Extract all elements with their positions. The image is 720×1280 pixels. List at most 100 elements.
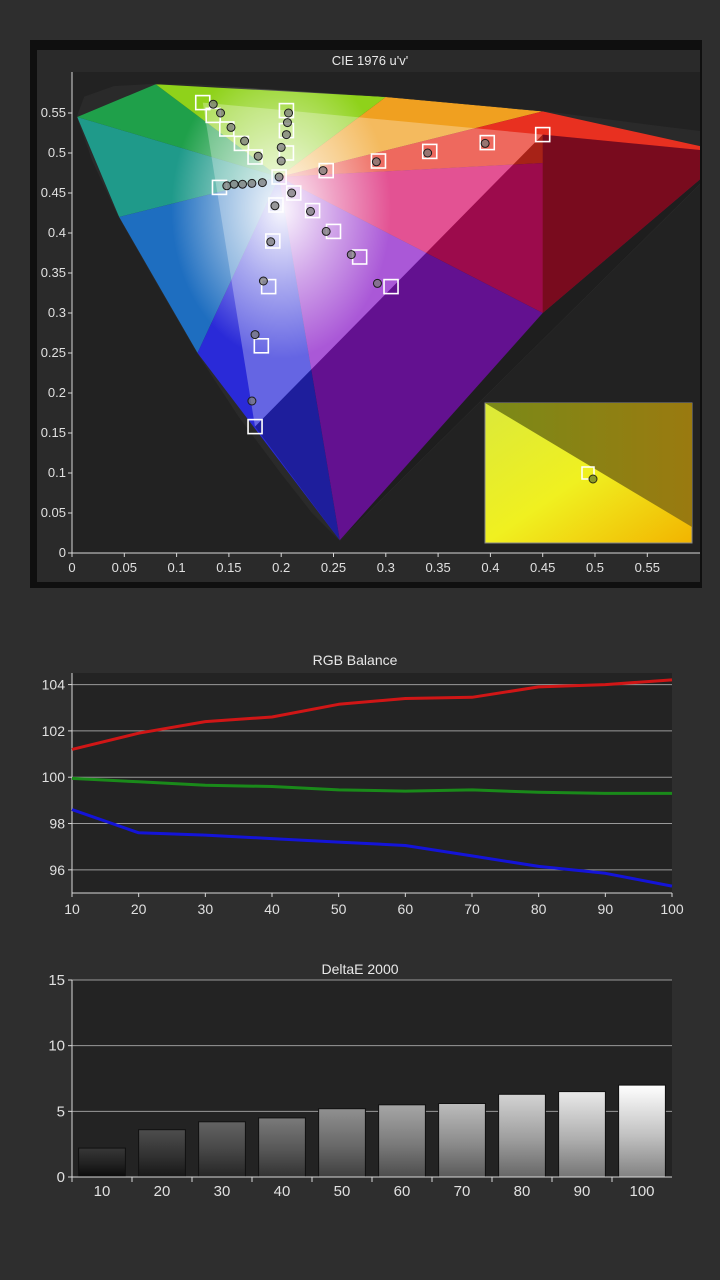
inset-measured-point <box>588 474 598 484</box>
rgb-y-tick-label: 104 <box>42 677 66 693</box>
cie-x-tick-label: 0.25 <box>321 560 346 575</box>
cie-target-square <box>247 418 263 435</box>
cie-y-tick-label: 0.1 <box>48 465 66 480</box>
rgb-x-tick-label: 70 <box>464 901 480 917</box>
cie-measured-point <box>480 138 490 148</box>
cie-x-tick-label: 0.4 <box>481 560 499 575</box>
cie-y-tick-label: 0.45 <box>41 185 66 200</box>
rgb-red-line <box>71 678 673 751</box>
cie-measured-point <box>253 151 263 161</box>
cie-measured-point <box>240 136 250 146</box>
cie-measured-point <box>222 181 232 191</box>
cie-measured-point <box>247 178 257 188</box>
cie-zoom-inset <box>484 402 693 544</box>
cie-x-tick-label: 0.2 <box>272 560 290 575</box>
cie-measured-point <box>274 172 284 182</box>
cie-measured-point <box>318 166 328 176</box>
deltae-bar <box>618 1084 666 1178</box>
deltae-y-tick-label: 0 <box>57 1169 65 1186</box>
gamut-fill-region <box>542 134 700 313</box>
cie-target-square <box>479 134 496 151</box>
cie-target-square <box>278 145 295 161</box>
rgb-green-line <box>71 776 672 795</box>
cie-gamut-layer <box>76 83 700 541</box>
cie-measured-point <box>282 118 292 128</box>
cie-measured-point <box>216 108 226 118</box>
cie-target-square <box>271 169 287 185</box>
rgb-y-tick-label: 96 <box>49 862 65 878</box>
cie-y-tick-label: 0.2 <box>48 385 66 400</box>
cie-measured-point <box>423 148 433 158</box>
deltae-bar <box>438 1103 486 1178</box>
cie-chart-title: CIE 1976 u'v' <box>332 53 409 68</box>
cie-chart: CIE 1976 u'v' 0 0.05 0.1 0.15 0.2 0.25 0.3 0.35… <box>30 40 702 588</box>
cie-measured-point <box>226 122 236 132</box>
cie-target-square <box>278 102 295 119</box>
cie-y-tick-label: 0.15 <box>41 425 66 440</box>
deltae-y-tick-label: 10 <box>48 1038 65 1055</box>
cie-measured-point <box>270 201 280 211</box>
cie-target-square <box>265 233 281 249</box>
cie-measured-point <box>276 142 286 152</box>
cie-target-square <box>285 185 302 201</box>
inset-upper-region <box>485 403 692 527</box>
deltae-x-tick-label: 90 <box>574 1183 591 1200</box>
out-of-gamut-shade <box>255 134 700 541</box>
rgb-x-tick-label: 100 <box>660 901 684 917</box>
gamut-fill-region <box>197 177 340 541</box>
cie-chart-panel: CIE 1976 u'v' 0 0.05 0.1 0.15 0.2 0.25 0.3 0.35… <box>0 40 720 590</box>
cie-measured-point <box>247 396 257 406</box>
rgb-x-ticks: 10 20 30 40 50 60 70 80 90 100 <box>64 893 684 917</box>
inset-target-box <box>581 466 595 480</box>
cie-measured-point <box>371 157 381 167</box>
deltae-bar <box>198 1121 246 1178</box>
cie-x-tick-label: 0.45 <box>530 560 555 575</box>
deltae-x-ticks: 10 20 30 40 50 60 70 80 90 100 <box>71 1177 655 1200</box>
cie-x-tick-label: 0.35 <box>425 560 450 575</box>
rgb-y-ticks: 96 98 100 102 104 <box>42 677 72 878</box>
rgb-x-tick-label: 60 <box>398 901 414 917</box>
cie-x-tick-label: 0 <box>68 560 75 575</box>
deltae-x-tick-label: 40 <box>274 1183 291 1200</box>
cie-measured-point <box>237 179 247 189</box>
cie-y-tick-label: 0.05 <box>41 505 66 520</box>
cie-measured-point <box>257 178 267 188</box>
deltae-x-tick-label: 30 <box>214 1183 231 1200</box>
cie-y-tick-label: 0.35 <box>41 265 66 280</box>
deltae-bar <box>258 1117 306 1178</box>
cie-measured-point <box>276 156 286 166</box>
deltae-bar <box>498 1093 546 1178</box>
gamut-color-fill <box>77 84 700 541</box>
deltae-bars <box>78 1084 666 1178</box>
deltae-chart: DeltaE 2000 10 20 30 40 50 60 70 80 90 100 0 5 10 15 <box>48 961 672 1200</box>
rgb-chart-title: RGB Balance <box>313 652 398 668</box>
rgb-x-tick-label: 90 <box>598 901 614 917</box>
cie-x-tick-label: 0.55 <box>635 560 660 575</box>
cie-x-tick-label: 0.3 <box>377 560 395 575</box>
cie-x-tick-label: 0.5 <box>586 560 604 575</box>
cie-target-square <box>304 202 321 219</box>
cie-target-square <box>233 135 250 152</box>
cie-measured-point <box>284 108 294 118</box>
cie-target-square <box>260 278 277 295</box>
deltae-y-ticks: 0 5 10 15 <box>48 972 72 1186</box>
rgb-x-tick-label: 30 <box>198 901 214 917</box>
deltae-x-tick-label: 60 <box>394 1183 411 1200</box>
deltae-y-tick-label: 5 <box>57 1103 65 1120</box>
cie-y-ticks: 0 0.05 0.1 0.15 0.2 0.25 0.3 0.35 0.4 0.45 0.5 0.55 <box>41 105 72 560</box>
cie-x-tick-label: 0.05 <box>112 560 137 575</box>
gamut-fill-region <box>279 111 700 177</box>
deltae-panel: DeltaE 2000 10 20 30 40 50 60 70 80 90 100 0 5 10 15 <box>0 955 720 1205</box>
cie-measured-point <box>229 179 239 189</box>
cie-y-tick-label: 0.25 <box>41 345 66 360</box>
cie-x-ticks: 0 0.05 0.1 0.15 0.2 0.25 0.3 0.35 0.4 0.45 0.5 0.55 <box>68 553 660 575</box>
cie-measured-point <box>208 99 218 109</box>
deltae-bar <box>318 1108 366 1178</box>
rgb-balance-chart: RGB Balance 10 20 30 40 50 60 70 80 90 100 96 98 10… <box>42 652 684 917</box>
cie-measured-point <box>266 237 276 247</box>
cie-measured-point <box>321 226 331 236</box>
rgb-y-tick-label: 98 <box>49 816 65 832</box>
cie-target-square <box>268 197 284 213</box>
rgb-series <box>71 678 673 888</box>
deltae-x-tick-label: 100 <box>629 1183 654 1200</box>
